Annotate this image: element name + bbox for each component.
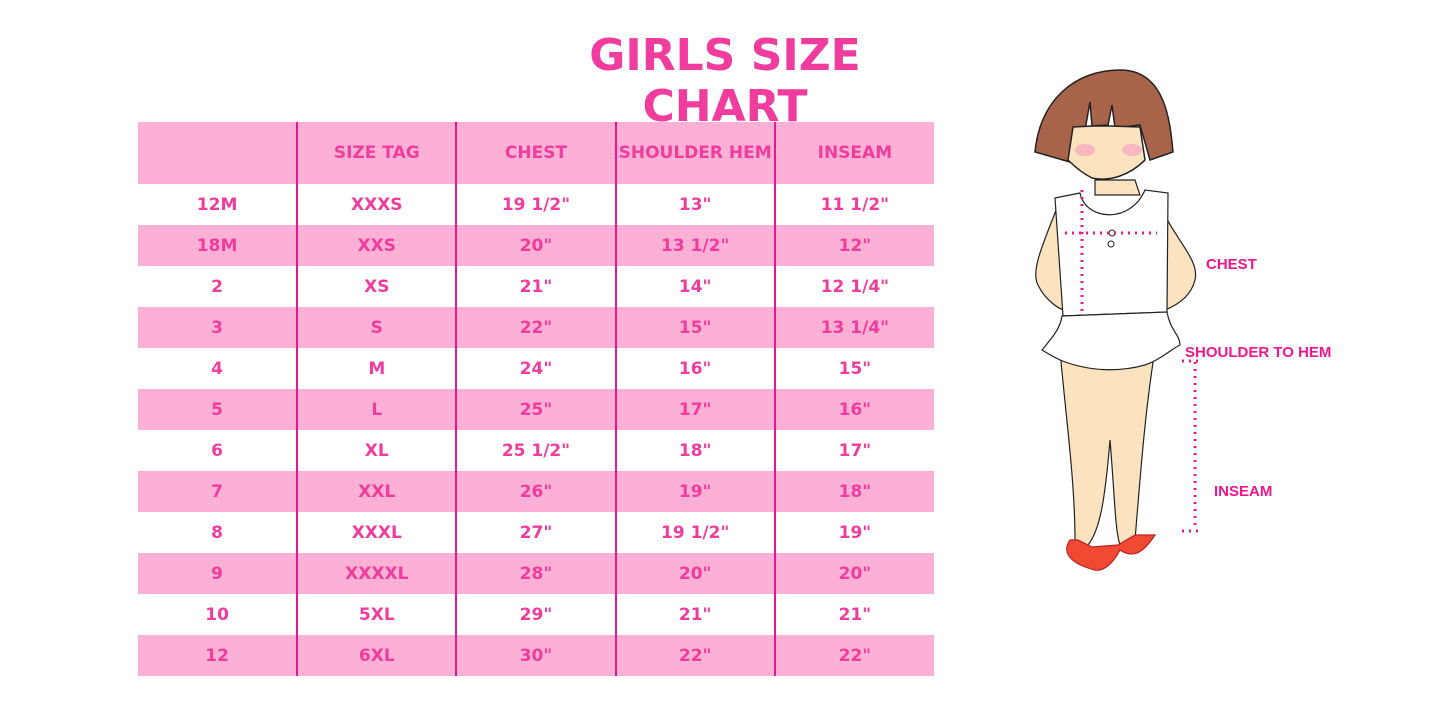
table-cell: 6XL — [296, 635, 457, 676]
table-row: 3 S 22" 15" 13 1/4" — [138, 307, 934, 348]
skirt — [1041, 311, 1181, 371]
table-cell: 16" — [614, 348, 775, 389]
table-cell: 18" — [614, 430, 775, 471]
table-row: 2 XS 21" 14" 12 1/4" — [138, 266, 934, 307]
table-cell: 12 — [138, 635, 298, 676]
table-cell: 25" — [455, 389, 616, 430]
table-cell: 4 — [211, 358, 224, 379]
table-row: 9 XXXXL 28" 20" 20" — [138, 553, 934, 594]
table-row: 8 XXXL 27" 19 1/2" 19" — [138, 512, 934, 553]
table-cell: 19 1/2" — [614, 512, 775, 553]
table-cell: 5 — [138, 389, 298, 430]
table-cell: XXXS — [296, 184, 457, 225]
table-cell: XXXXL — [296, 553, 457, 594]
table-cell: 18M — [138, 225, 298, 266]
table-cell: 15" — [773, 348, 934, 389]
table-cell: 28" — [455, 553, 616, 594]
table-cell: M — [296, 348, 457, 389]
shoulder-to-hem-label: SHOULDER TO HEM — [1185, 344, 1332, 361]
table-cell: 19" — [773, 512, 934, 553]
table-cell: 21" — [773, 594, 934, 635]
table-cell: XS — [296, 266, 457, 307]
table-cell: 13 1/2" — [614, 225, 775, 266]
page-title: GIRLS SIZE CHART — [589, 30, 861, 132]
table-cell: XL — [296, 430, 457, 471]
table-cell: 18" — [773, 471, 934, 512]
table-cell: 2 — [211, 276, 224, 297]
table-cell: 14" — [614, 266, 775, 307]
table-row: 12M XXXS 19 1/2" 13" 11 1/2" — [138, 184, 934, 225]
table-cell: 12M — [196, 194, 238, 215]
table-cell: 16" — [773, 389, 934, 430]
size-chart-table: SIZE TAG CHEST SHOULDER HEM INSEAM 12M XX… — [138, 122, 934, 676]
legs — [1059, 349, 1156, 546]
hair — [1034, 69, 1174, 163]
table-cell: 22" — [773, 635, 934, 676]
table-cell: 25 1/2" — [455, 430, 616, 471]
table-cell: 8 — [211, 522, 224, 543]
table-row: 5 L 25" 17" 16" — [138, 389, 934, 430]
table-cell: 12" — [773, 225, 934, 266]
header-cell: SHOULDER HEM — [614, 122, 775, 184]
table-cell: 13" — [614, 184, 775, 225]
table-cell: 17" — [614, 389, 775, 430]
table-cell: 27" — [455, 512, 616, 553]
table-cell: 19" — [614, 471, 775, 512]
chest-label: CHEST — [1206, 256, 1257, 273]
table-row: 7 XXL 26" 19" 18" — [138, 471, 934, 512]
table-cell: 15" — [614, 307, 775, 348]
table-cell: 21" — [455, 266, 616, 307]
table-cell: XXXL — [296, 512, 457, 553]
table-cell: 19 1/2" — [455, 184, 616, 225]
table-cell: S — [296, 307, 457, 348]
table-cell: XXL — [296, 471, 457, 512]
table-cell: 22" — [455, 307, 616, 348]
table-cell: 20" — [773, 553, 934, 594]
table-cell: 11 1/2" — [773, 184, 934, 225]
table-cell: 24" — [455, 348, 616, 389]
table-cell: 5XL — [296, 594, 457, 635]
table-header-row: SIZE TAG CHEST SHOULDER HEM INSEAM — [138, 122, 934, 184]
table-cell: 13 1/4" — [773, 307, 934, 348]
table-cell: 22" — [614, 635, 775, 676]
table-cell: 6 — [211, 440, 224, 461]
table-row: 18M XXS 20" 13 1/2" 12" — [138, 225, 934, 266]
table-row: 6 XL 25 1/2" 18" 17" — [138, 430, 934, 471]
header-cell: SIZE TAG — [296, 122, 457, 184]
table-cell: 20" — [614, 553, 775, 594]
shoes — [1066, 534, 1157, 571]
measurement-illustration: CHEST SHOULDER TO HEM INSEAM — [1020, 60, 1380, 680]
table-cell: 7 — [138, 471, 298, 512]
table-cell: 3 — [138, 307, 298, 348]
table-cell: L — [296, 389, 457, 430]
table-row: 12 6XL 30" 22" 22" — [138, 635, 934, 676]
top — [1054, 189, 1169, 317]
face — [1067, 125, 1146, 180]
table-row: 4 M 24" 16" 15" — [138, 348, 934, 389]
header-cell: INSEAM — [773, 122, 934, 184]
header-cell: CHEST — [455, 122, 616, 184]
table-cell: 20" — [455, 225, 616, 266]
inseam-label: INSEAM — [1214, 483, 1273, 500]
table-cell: 29" — [455, 594, 616, 635]
table-cell: 26" — [455, 471, 616, 512]
girl-illustration — [1034, 69, 1201, 571]
header-cell — [138, 122, 298, 184]
table-cell: 10 — [205, 604, 229, 625]
table-cell: 17" — [773, 430, 934, 471]
table-cell: 21" — [614, 594, 775, 635]
table-cell: 30" — [455, 635, 616, 676]
table-cell: 12 1/4" — [773, 266, 934, 307]
table-row: 10 5XL 29" 21" 21" — [138, 594, 934, 635]
table-cell: XXS — [296, 225, 457, 266]
table-cell: 9 — [138, 553, 298, 594]
